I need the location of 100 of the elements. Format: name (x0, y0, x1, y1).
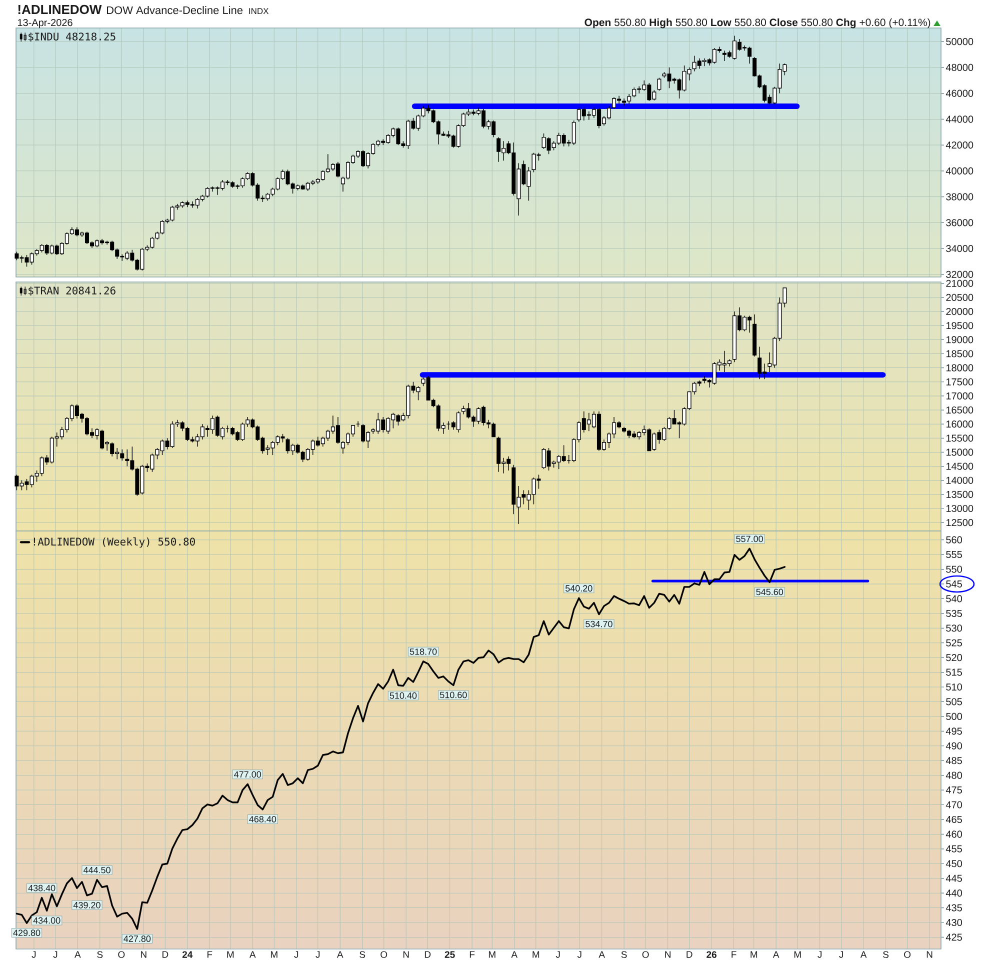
y-tick-label: 42000 (946, 142, 974, 149)
data-label: 438.40 (28, 884, 56, 892)
data-label: 429.80 (13, 930, 40, 936)
y-tick-label: 490 (946, 742, 962, 750)
y-tick-label: 40000 (946, 167, 974, 174)
x-tick-label: 26 (706, 951, 716, 958)
x-tick-label: S (621, 951, 627, 958)
legend-label: $INDU 48218.25 (28, 32, 116, 42)
x-tick-label: M (750, 951, 758, 958)
x-tick-label: A (860, 951, 867, 958)
y-tick-label: 19000 (946, 336, 974, 344)
y-tick-label: 500 (946, 712, 962, 720)
y-tick-label: 16500 (946, 406, 974, 414)
legend-label: !ADLINEDOW (Weekly) 550.80 (34, 537, 195, 548)
y-tick-label: 34000 (946, 245, 974, 252)
x-tick-label: J (32, 951, 36, 958)
x-tick-label: O (118, 951, 125, 958)
x-tick-label: N (403, 951, 409, 958)
y-tick-label: 48000 (946, 64, 974, 71)
y-tick-label: 17500 (946, 378, 974, 386)
x-tick-label: M (488, 951, 496, 958)
x-tick-label: N (926, 951, 932, 958)
x-tick-label: O (642, 951, 649, 958)
y-tick-label: 430 (946, 918, 962, 926)
data-label: 518.70 (410, 648, 437, 655)
x-tick-label: D (424, 951, 431, 958)
y-tick-label: 530 (946, 624, 962, 632)
y-tick-label: 510 (946, 683, 962, 691)
y-tick-label: 550 (946, 566, 962, 573)
data-label: 427.80 (124, 936, 151, 942)
y-tick-label: 15500 (946, 434, 974, 442)
y-tick-label: 14000 (946, 476, 974, 484)
x-tick-label: D (686, 951, 692, 958)
y-tick-label: 555 (946, 551, 962, 558)
y-tick-label: 50000 (946, 38, 974, 46)
data-label: 545.60 (756, 588, 784, 596)
y-tick-label: 450 (946, 860, 962, 868)
y-tick-label: 475 (946, 786, 962, 794)
x-tick-label: A (511, 951, 518, 958)
y-tick-label: 36000 (946, 219, 974, 226)
x-tick-label: A (772, 951, 780, 958)
y-tick-label: 38000 (946, 193, 974, 200)
y-tick-label: 460 (946, 830, 962, 838)
y-tick-label: 525 (946, 639, 962, 646)
y-tick-label: 19500 (946, 322, 974, 330)
y-tick-label: 32000 (946, 270, 974, 278)
x-tick-label: S (360, 951, 366, 958)
x-tick-label: N (665, 951, 670, 958)
data-label: 557.00 (736, 536, 763, 542)
data-label: 477.00 (234, 771, 262, 778)
text: Open 550.80 High 550.80 Low 550.80 Close 550.80 Chg +0.60 (+0.11%) (584, 18, 930, 28)
x-tick-label: 24 (182, 951, 193, 958)
x-tick-label: O (904, 951, 911, 958)
y-tick-label: 435 (946, 904, 962, 912)
y-tick-label: 20000 (946, 308, 974, 316)
legend-label: $TRAN 20841.26 (28, 286, 116, 296)
y-tick-label: 540 (946, 595, 962, 602)
x-tick-label: M (227, 951, 234, 958)
x-tick-label: S (883, 951, 889, 958)
x-tick-label: F (470, 951, 475, 958)
y-tick-label: 485 (946, 757, 962, 764)
y-tick-label: 15000 (946, 448, 974, 456)
x-tick-label: A (598, 951, 605, 958)
x-tick-label: F (732, 951, 736, 958)
x-tick-label: J (818, 951, 822, 958)
x-tick-label: M (532, 951, 540, 958)
x-tick-label: M (794, 951, 801, 958)
data-label: 510.60 (440, 692, 467, 698)
data-label: 540.20 (565, 585, 592, 592)
y-tick-label: 545 (946, 580, 962, 588)
y-tick-label: 18000 (946, 364, 974, 372)
y-tick-label: 425 (946, 934, 962, 941)
x-tick-label: A (74, 951, 81, 958)
y-tick-label: 495 (946, 728, 962, 735)
x-tick-label: J (556, 951, 560, 958)
y-tick-label: 13500 (946, 490, 974, 498)
y-tick-label: 455 (946, 845, 962, 852)
x-tick-label: S (97, 951, 103, 958)
x-tick-label: J (294, 951, 298, 958)
y-tick-label: 20500 (946, 294, 974, 302)
x-tick-label: F (207, 951, 212, 958)
y-tick-label: 480 (946, 772, 962, 779)
y-tick-label: 515 (946, 668, 962, 676)
x-tick-label: J (839, 951, 844, 958)
y-tick-label: 535 (946, 610, 962, 617)
y-tick-label: 18500 (946, 350, 974, 358)
x-tick-label: A (249, 951, 256, 958)
x-tick-label: N (141, 951, 146, 958)
chart-title: !ADLINEDOW (18, 4, 102, 14)
y-tick-label: 505 (946, 698, 962, 706)
chart-subtitle: DOW Advance-Decline Line (107, 6, 243, 14)
data-label: 434.00 (33, 917, 60, 924)
candlestick (752, 314, 757, 357)
y-tick-label: 21000 (946, 280, 974, 287)
y-tick-label: 46000 (946, 90, 974, 97)
y-tick-label: 520 (946, 654, 962, 662)
x-tick-label: M (270, 951, 278, 958)
y-tick-label: 12500 (946, 519, 974, 526)
y-tick-label: 14500 (946, 462, 974, 470)
data-label: 444.50 (83, 866, 110, 874)
